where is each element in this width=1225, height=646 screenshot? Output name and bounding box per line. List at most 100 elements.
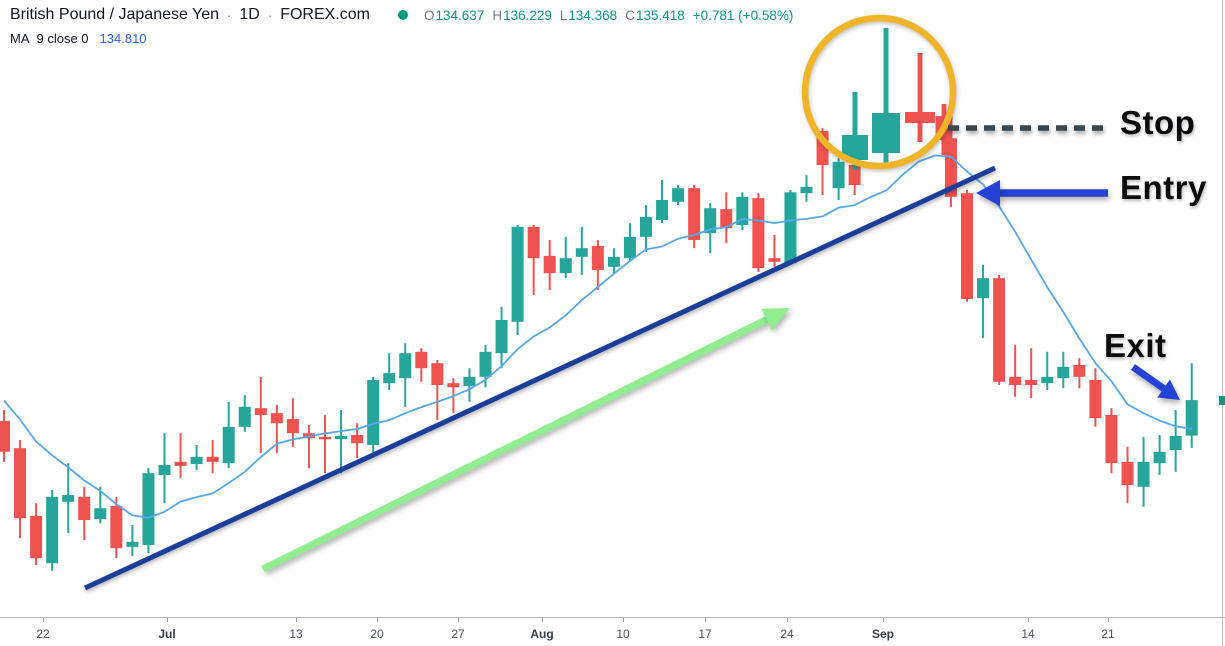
time-axis[interactable]: 22 Jul 13 20 27 Aug 10 17 24 Sep 14 21 (0, 617, 1225, 646)
candle-body-13 (206, 456, 219, 462)
trendline[interactable] (83, 165, 997, 591)
candle-body-10 (158, 465, 171, 475)
candle-body-59 (944, 138, 957, 197)
time-axis-tick (787, 618, 788, 622)
candle-body-44 (704, 208, 717, 234)
candle-body-12 (190, 456, 203, 465)
candle-body-27 (431, 363, 444, 385)
candle-body-30 (479, 351, 492, 377)
time-axis-tick (377, 618, 378, 622)
time-axis-label-Aug: Aug (530, 627, 554, 641)
candle-body-64 (1025, 380, 1038, 385)
candle-body-69 (1105, 415, 1118, 464)
exit-arrow-shaft[interactable] (1130, 364, 1166, 392)
time-axis-tick (542, 618, 543, 622)
time-axis-label-21: 21 (1101, 627, 1115, 641)
provider-label[interactable]: FOREX.com (280, 6, 370, 23)
candle-body-37 (591, 245, 604, 270)
separator-dot: · (227, 7, 232, 23)
separator-dot: · (267, 7, 273, 23)
candle-body-26 (415, 351, 428, 369)
chart-header: British Pound / Japanese Yen · 1D · FORE… (10, 6, 793, 46)
candle-body-21 (335, 435, 348, 440)
candle-body-29 (463, 376, 476, 386)
indicator-row[interactable]: MA 9 close 0 134.810 (10, 31, 793, 46)
close-value: C135.418 (625, 7, 685, 23)
candle-body-22 (351, 435, 364, 444)
candle-body-67 (1073, 365, 1086, 377)
candle-body-24 (383, 373, 396, 384)
time-axis-tick (43, 618, 44, 622)
candle-body-53 (848, 165, 861, 185)
time-axis-tick (296, 618, 297, 622)
time-axis-tick (623, 618, 624, 622)
candle-body-15 (238, 406, 251, 427)
candle-body-62 (993, 278, 1006, 382)
symbol-title[interactable]: British Pound / Japanese Yen (10, 6, 220, 23)
time-axis-label-22: 22 (36, 627, 50, 641)
change-value: +0.781 (+0.58%) (692, 7, 794, 23)
candle-body-68 (1089, 380, 1102, 419)
candle-body-6 (94, 508, 107, 520)
candle-body-70 (1121, 461, 1134, 485)
time-axis-label-27: 27 (451, 627, 465, 641)
price-axis-border (1222, 0, 1223, 646)
candle-body-60 (961, 193, 973, 300)
exit-arrow-head (1157, 379, 1180, 400)
candle-body-46 (736, 196, 749, 225)
candle-body-0 (0, 420, 10, 452)
candle-body-7 (110, 505, 123, 549)
time-axis-label-13: 13 (289, 627, 303, 641)
time-axis-tick (1028, 618, 1029, 622)
open-value: O134.637 (423, 7, 485, 23)
exit-label: Exit (1104, 327, 1167, 364)
candle-body-45 (720, 209, 733, 229)
candle-body-39 (623, 236, 636, 259)
last-price-marker (1219, 396, 1225, 405)
momentum-arrow-shaft[interactable] (261, 316, 769, 573)
candle-body-23 (367, 380, 380, 445)
candle-body-3 (46, 496, 59, 564)
candle-body-20 (319, 436, 331, 440)
inset-candle-body-2 (905, 112, 935, 123)
candle-body-35 (559, 258, 572, 274)
candle-body-32 (511, 226, 524, 322)
candle-body-5 (78, 496, 91, 520)
inset-candle-body-1 (872, 113, 900, 153)
high-value: H136.229 (492, 7, 552, 23)
candle-body-41 (656, 200, 669, 220)
entry-arrow-head (976, 180, 1000, 206)
low-value: L134.368 (559, 7, 618, 23)
symbol-row: British Pound / Japanese Yen · 1D · FORE… (10, 6, 793, 24)
entry-label: Entry (1120, 169, 1207, 206)
candle-body-66 (1057, 366, 1070, 379)
time-axis-label-14: 14 (1021, 627, 1035, 641)
candle-body-48 (768, 258, 781, 262)
time-axis-tick (883, 618, 884, 622)
timeframe-label[interactable]: 1D (239, 6, 260, 23)
time-axis-label-20: 20 (370, 627, 384, 641)
candle-body-42 (672, 188, 685, 202)
time-axis-label-10: 10 (616, 627, 630, 641)
stop-label: Stop (1120, 104, 1196, 141)
candle-body-73 (1169, 435, 1182, 450)
time-axis-label-17: 17 (698, 627, 712, 641)
candle-body-17 (270, 413, 283, 424)
candle-body-25 (399, 353, 412, 379)
indicator-name: MA (10, 31, 30, 46)
candle-body-1 (14, 448, 27, 519)
candle-body-11 (174, 461, 187, 466)
candle-body-2 (30, 515, 43, 559)
candle-body-31 (495, 320, 508, 354)
candle-body-63 (1009, 376, 1022, 385)
highlight-circle[interactable] (801, 14, 957, 170)
indicator-params: 9 close 0 (36, 31, 89, 46)
time-axis-label-24: 24 (780, 627, 794, 641)
candle-body-9 (142, 473, 155, 545)
candle-body-72 (1153, 451, 1166, 464)
candle-body-43 (688, 188, 701, 240)
candle-body-4 (62, 495, 75, 502)
candle-body-40 (640, 216, 652, 237)
